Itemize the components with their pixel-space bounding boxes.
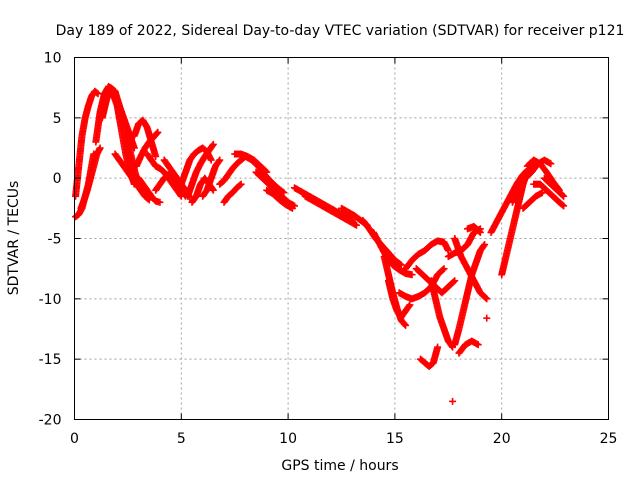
- data-point: [440, 265, 448, 273]
- data-point: [401, 320, 409, 328]
- y-tick-label: -5: [48, 232, 62, 248]
- data-point: [444, 247, 452, 255]
- data-point: [405, 302, 413, 310]
- data-point: [352, 221, 360, 229]
- data-point: [474, 341, 482, 349]
- y-tick-label: -10: [39, 292, 62, 308]
- y-tick-label: -20: [39, 413, 62, 429]
- data-point: [559, 191, 567, 199]
- data-point: [451, 277, 459, 285]
- data-point: [396, 260, 404, 268]
- data-point: [450, 278, 458, 286]
- data-point: [207, 156, 215, 164]
- chart-title: Day 189 of 2022, Sidereal Day-to-day VTE…: [56, 23, 625, 39]
- data-point: [439, 266, 447, 274]
- data-points: [72, 82, 568, 405]
- data-point: [94, 90, 102, 98]
- data-point: [483, 295, 491, 303]
- x-tick-label: 10: [279, 431, 297, 447]
- data-point: [547, 160, 555, 168]
- data-point: [152, 152, 160, 160]
- data-point: [559, 201, 567, 209]
- data-point: [475, 227, 483, 235]
- data-point: [208, 142, 216, 150]
- data-point: [408, 271, 416, 279]
- data-point: [560, 192, 568, 200]
- data-point: [216, 156, 224, 164]
- x-tick-label: 20: [493, 431, 511, 447]
- data-point: [93, 89, 101, 97]
- data-point: [560, 202, 568, 210]
- data-point: [215, 157, 223, 165]
- y-tick-label: 10: [44, 51, 62, 67]
- data-point: [156, 198, 164, 206]
- data-point: [288, 204, 296, 212]
- x-tick-label: 5: [177, 431, 186, 447]
- y-tick-label: -15: [39, 352, 62, 368]
- data-point: [154, 128, 162, 136]
- data-point: [434, 343, 442, 351]
- data-point-outlier: [449, 397, 457, 405]
- data-point-outlier: [483, 314, 491, 322]
- data-point: [209, 186, 217, 194]
- data-point: [482, 294, 490, 302]
- y-tick-label: 5: [53, 111, 62, 127]
- data-point: [480, 242, 488, 250]
- x-tick-label: 0: [70, 431, 79, 447]
- data-point: [237, 180, 245, 188]
- x-tick-label: 15: [386, 431, 404, 447]
- y-axis-label: SDTVAR / TECUs: [6, 181, 22, 296]
- x-axis-label: GPS time / hours: [281, 458, 398, 474]
- data-point: [209, 140, 217, 148]
- data-point: [236, 181, 244, 189]
- axis-ticks: 0 5 10 15 20 25 10 5 0 -5 -10 -15 -20: [39, 51, 618, 448]
- x-tick-label: 25: [600, 431, 618, 447]
- data-point: [481, 241, 489, 249]
- data-point: [538, 189, 546, 197]
- data-point: [402, 321, 410, 329]
- data-point: [397, 261, 405, 269]
- data-point: [153, 129, 161, 137]
- data-point: [96, 144, 104, 152]
- y-tick-label: 0: [53, 171, 62, 187]
- data-point: [476, 228, 484, 236]
- data-point: [406, 301, 414, 309]
